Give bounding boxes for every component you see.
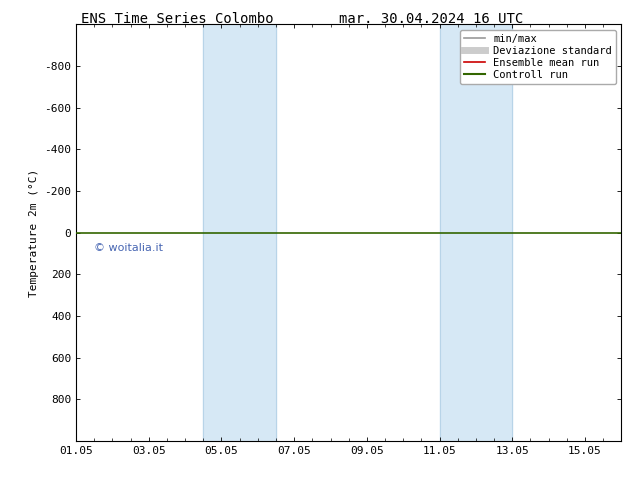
Text: ENS Time Series Colombo: ENS Time Series Colombo: [81, 12, 274, 26]
Bar: [204, 24, 276, 441]
Bar: [439, 24, 512, 441]
Text: © woitalia.it: © woitalia.it: [94, 243, 163, 253]
Legend: min/max, Deviazione standard, Ensemble mean run, Controll run: min/max, Deviazione standard, Ensemble m…: [460, 30, 616, 84]
Y-axis label: Temperature 2m (°C): Temperature 2m (°C): [29, 169, 39, 297]
Text: mar. 30.04.2024 16 UTC: mar. 30.04.2024 16 UTC: [339, 12, 523, 26]
